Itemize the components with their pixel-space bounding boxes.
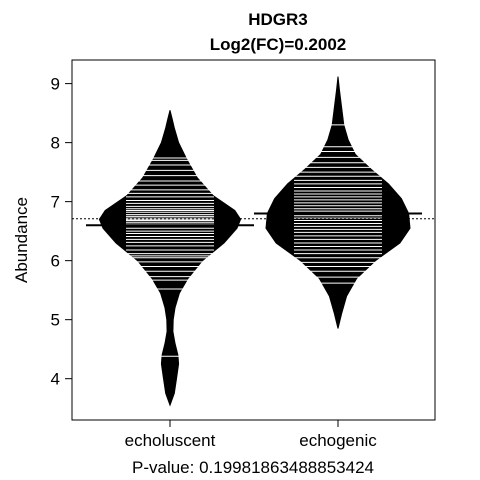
y-axis-label: Abundance xyxy=(12,197,31,283)
bean-echoluscent xyxy=(86,110,254,407)
beans-layer xyxy=(86,76,422,407)
x-tick-label-echogenic: echogenic xyxy=(299,431,377,450)
y-tick-label: 8 xyxy=(51,134,60,153)
y-tick-label: 7 xyxy=(51,193,60,212)
x-tick-label-echoluscent: echoluscent xyxy=(125,431,216,450)
plot-frame xyxy=(71,59,436,421)
y-tick-label: 9 xyxy=(51,75,60,94)
chart-subtitle: Log2(FC)=0.2002 xyxy=(210,35,347,54)
chart-title: HDGR3 xyxy=(248,10,308,29)
y-axis: 4 5 6 7 8 9 xyxy=(51,75,72,389)
x-axis: echoluscent echogenic xyxy=(125,420,377,450)
y-tick-label: 5 xyxy=(51,311,60,330)
y-tick-label: 4 xyxy=(51,370,60,389)
x-axis-label: P-value: 0.19981863488853424 xyxy=(132,458,374,477)
bean-echogenic xyxy=(254,76,422,329)
y-tick-label: 6 xyxy=(51,252,60,271)
